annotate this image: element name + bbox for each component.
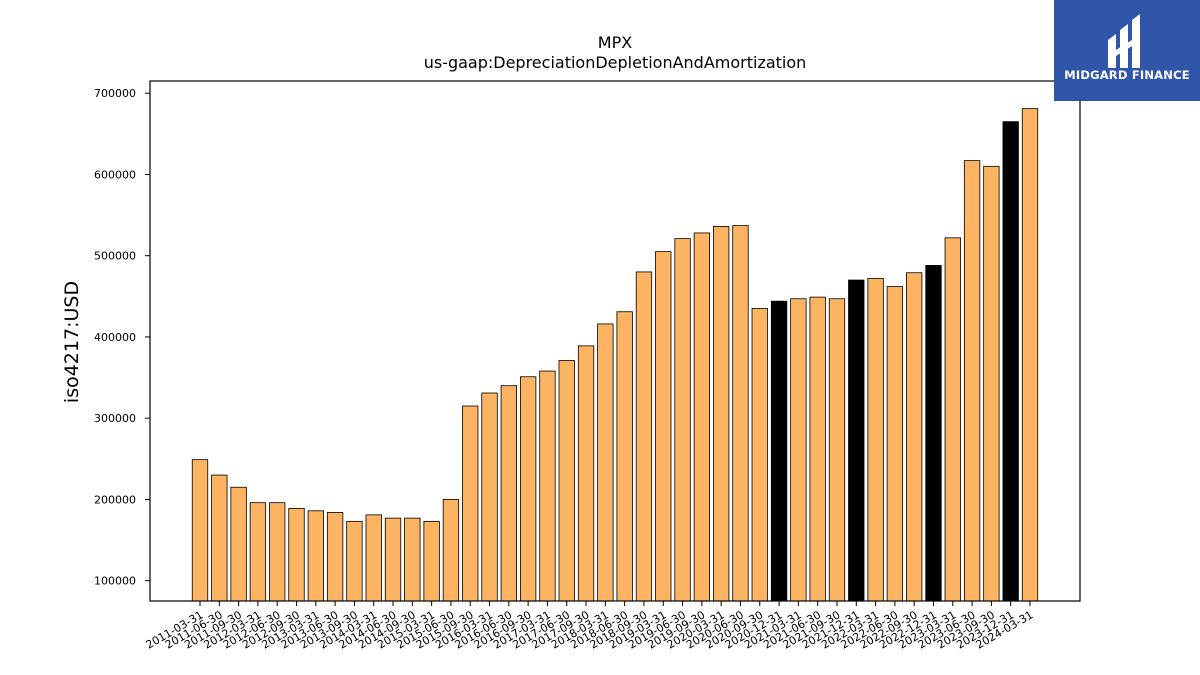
- bar: [1003, 122, 1019, 601]
- chart-title: MPX: [598, 33, 632, 52]
- bar: [231, 487, 247, 601]
- midgard-logo-icon: [1104, 10, 1150, 68]
- bar: [849, 280, 865, 601]
- bar: [984, 166, 1000, 601]
- bar: [964, 161, 980, 601]
- bar: [656, 252, 672, 601]
- bar: [559, 361, 575, 602]
- bar: [578, 346, 594, 601]
- logo-text: MIDGARD FINANCE: [1054, 68, 1200, 82]
- bar: [289, 508, 305, 601]
- bar: [636, 272, 652, 601]
- midgard-finance-logo: MIDGARD FINANCE: [1054, 0, 1200, 101]
- bar: [617, 312, 633, 601]
- bar: [443, 499, 459, 601]
- y-axis-ticks: 100000 200000 300000 400000 500000 600000 7000…: [94, 87, 150, 588]
- y-tick-label: 500000: [94, 250, 136, 263]
- bar: [366, 515, 382, 601]
- bar: [771, 301, 787, 601]
- bar: [810, 297, 826, 601]
- y-tick-label: 600000: [94, 168, 136, 181]
- bar: [945, 238, 961, 601]
- bar: [598, 324, 614, 601]
- bar: [540, 371, 556, 601]
- bar: [308, 511, 324, 601]
- y-tick-label: 200000: [94, 493, 136, 506]
- y-axis-label: iso4217:USD: [61, 281, 83, 403]
- bar: [520, 377, 536, 601]
- bar: [327, 512, 343, 601]
- bar: [501, 386, 517, 601]
- bar: [675, 239, 691, 601]
- bar: [887, 287, 903, 601]
- bar: [791, 299, 807, 601]
- bar: [713, 226, 729, 601]
- bar: [192, 460, 208, 601]
- y-tick-label: 700000: [94, 87, 136, 100]
- bars-group: [192, 109, 1038, 601]
- chart-subtitle: us-gaap:DepreciationDepletionAndAmortiza…: [424, 53, 807, 72]
- x-axis-ticks: 2011-03-312011-06-302011-09-302012-03-31…: [144, 601, 1036, 652]
- bar: [424, 521, 440, 601]
- bar: [752, 309, 768, 602]
- bar: [269, 503, 285, 601]
- bar: [347, 521, 363, 601]
- bar: [405, 518, 421, 601]
- bar: [694, 233, 710, 601]
- bar: [1022, 109, 1038, 601]
- bar: [906, 273, 922, 601]
- bar: [462, 406, 478, 601]
- bar: [829, 299, 845, 601]
- bar-chart: MPX us-gaap:DepreciationDepletionAndAmor…: [0, 0, 1200, 675]
- bar: [733, 226, 749, 601]
- y-tick-label: 400000: [94, 331, 136, 344]
- bar: [385, 518, 401, 601]
- bar: [212, 475, 228, 601]
- bar: [926, 265, 942, 601]
- y-tick-label: 300000: [94, 412, 136, 425]
- bar: [482, 393, 498, 601]
- bar: [250, 503, 266, 601]
- y-tick-label: 100000: [94, 575, 136, 588]
- bar: [868, 278, 884, 601]
